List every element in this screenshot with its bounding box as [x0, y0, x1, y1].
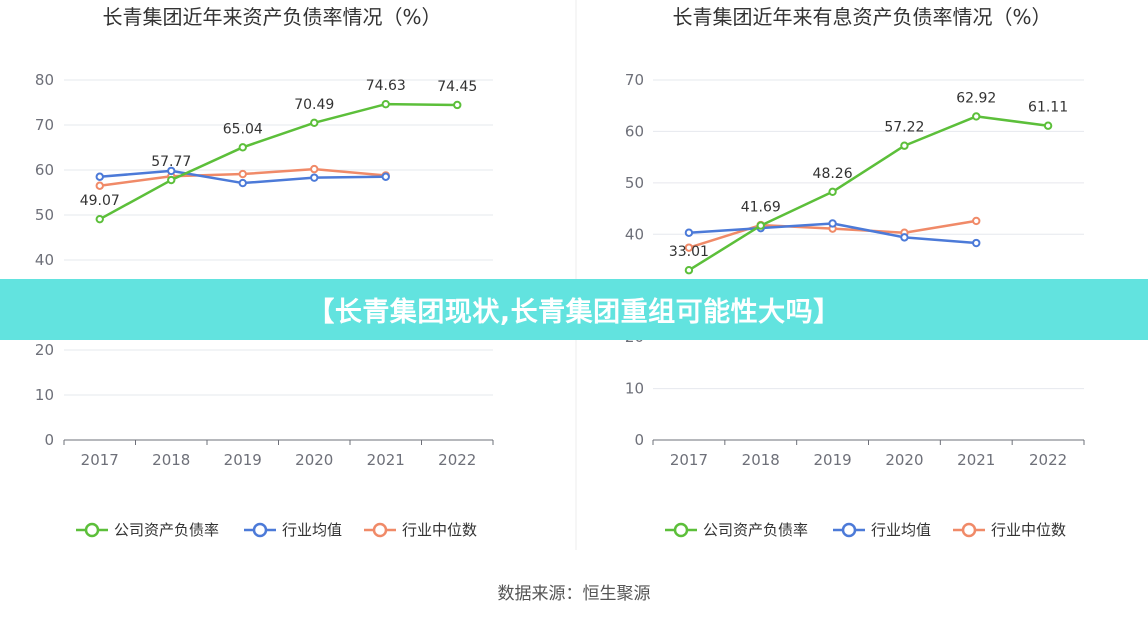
data-point-median: [95, 181, 104, 190]
data-point-company: [95, 214, 104, 224]
data-point-company: [1043, 121, 1053, 130]
data-point-mean: [828, 219, 837, 228]
legend-label-mean: 行业均值: [871, 521, 931, 539]
data-point-company: [900, 141, 909, 150]
x-tick-label: 2020: [295, 451, 333, 469]
chart-interest-debt-ratio: 长青集团近年来有息资产负债率情况（%）010203040506070201720…: [625, 5, 1085, 539]
data-label: 61.11: [1028, 100, 1068, 116]
data-label: 41.69: [741, 200, 781, 216]
data-point-company: [167, 175, 176, 185]
x-tick-label: 2021: [367, 451, 405, 469]
data-label: 62.92: [956, 90, 996, 106]
x-tick-label: 2018: [742, 451, 780, 469]
y-tick-label: 50: [625, 174, 644, 192]
legend-label-company: 公司资产负债率: [114, 521, 219, 539]
y-tick-label: 60: [625, 122, 644, 140]
data-point-company: [828, 187, 837, 197]
data-label: 33.01: [669, 244, 709, 260]
data-label: 70.49: [294, 97, 334, 113]
x-tick-label: 2019: [224, 451, 262, 469]
legend-marker-median: [372, 522, 388, 538]
y-tick-label: 40: [35, 251, 54, 269]
data-point-mean: [972, 238, 981, 248]
data-point-company: [453, 100, 462, 110]
legend-marker-mean: [252, 522, 268, 538]
data-point-median: [684, 243, 694, 252]
y-tick-label: 0: [44, 431, 54, 449]
x-tick-label: 2022: [1029, 451, 1067, 469]
data-point-mean: [95, 172, 104, 181]
y-tick-label: 80: [35, 71, 54, 89]
x-tick-label: 2018: [152, 451, 190, 469]
legend-label-mean: 行业均值: [282, 521, 342, 539]
x-tick-label: 2021: [957, 451, 995, 469]
legend-label-median: 行业中位数: [991, 521, 1066, 539]
data-label: 48.26: [813, 166, 853, 182]
data-point-company: [381, 99, 390, 109]
data-label: 57.77: [151, 154, 191, 170]
data-point-company: [684, 266, 694, 275]
data-point-mean: [310, 173, 319, 182]
chart-title: 长青集团近年来资产负债率情况（%）: [102, 5, 441, 29]
data-point-median: [238, 169, 247, 179]
legend-label-median: 行业中位数: [402, 521, 477, 539]
legend-label-company: 公司资产负债率: [703, 521, 808, 539]
data-point-company: [972, 112, 981, 121]
y-tick-label: 20: [35, 341, 54, 359]
y-tick-label: 0: [634, 431, 644, 449]
data-point-mean: [900, 233, 909, 242]
headline-text: 【长青集团现状,长青集团重组可能性大吗】: [307, 297, 841, 328]
legend-marker-company: [84, 522, 100, 538]
x-tick-label: 2017: [670, 451, 708, 469]
legend-marker-company: [673, 522, 689, 538]
y-tick-label: 10: [35, 386, 54, 404]
chart-title: 长青集团近年来有息资产负债率情况（%）: [672, 5, 1051, 29]
data-label: 49.07: [80, 193, 120, 209]
y-tick-label: 70: [35, 116, 54, 134]
legend-marker-mean: [841, 522, 857, 538]
data-point-company: [238, 143, 247, 152]
series-line-company: [99, 102, 458, 221]
legend-marker-median: [961, 522, 977, 538]
x-tick-label: 2019: [813, 451, 851, 469]
data-point-company: [310, 118, 319, 127]
x-tick-label: 2020: [885, 451, 923, 469]
data-point-mean: [238, 178, 247, 188]
data-source: 数据来源：恒生聚源: [498, 584, 651, 604]
x-tick-label: 2022: [438, 451, 476, 469]
y-tick-label: 10: [625, 380, 644, 398]
chart-debt-ratio: 长青集团近年来资产负债率情况（%）01020304050607080201720…: [35, 5, 494, 539]
y-tick-label: 60: [35, 161, 54, 179]
headline-banner: 【长青集团现状,长青集团重组可能性大吗】: [0, 279, 1148, 340]
x-tick-label: 2017: [81, 451, 119, 469]
data-label: 65.04: [223, 121, 263, 137]
data-point-mean: [684, 228, 694, 237]
y-tick-label: 40: [625, 225, 644, 243]
data-label: 74.45: [437, 79, 477, 95]
data-point-median: [972, 216, 981, 226]
data-label: 57.22: [884, 120, 924, 136]
data-point-company: [756, 221, 765, 230]
series-line-company: [688, 115, 1049, 272]
y-tick-label: 50: [35, 206, 54, 224]
data-label: 74.63: [366, 78, 406, 94]
y-tick-label: 70: [625, 71, 644, 89]
data-point-mean: [167, 166, 176, 176]
data-point-median: [310, 164, 319, 174]
data-point-mean: [381, 172, 390, 181]
